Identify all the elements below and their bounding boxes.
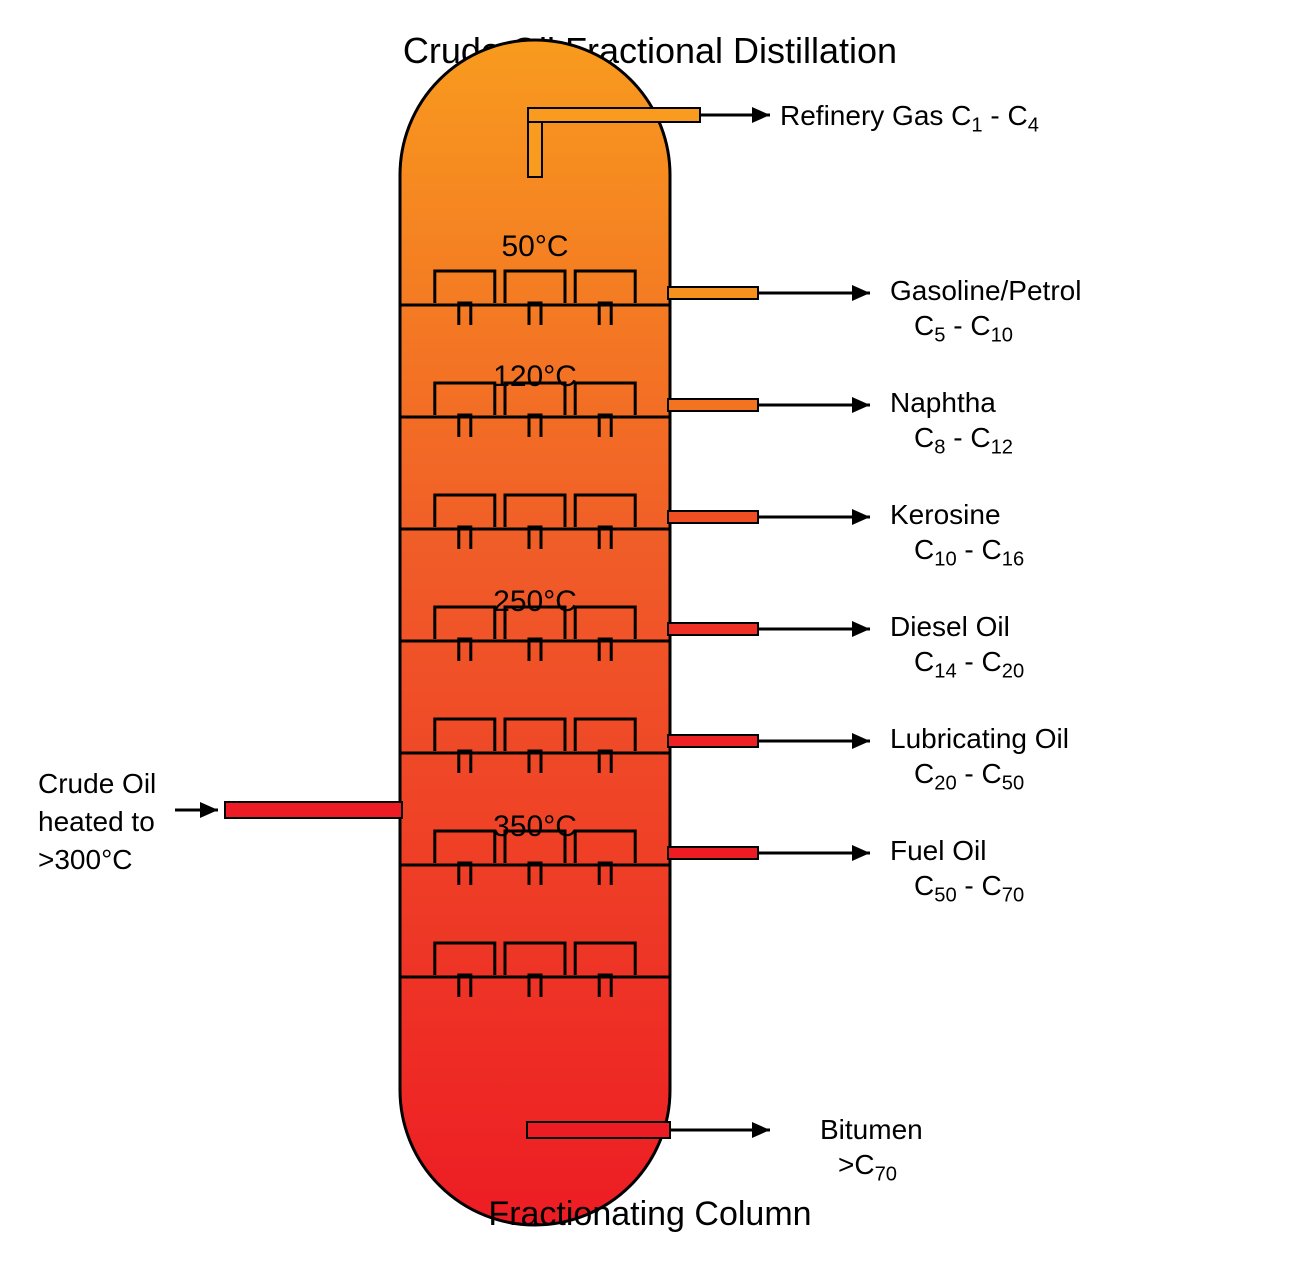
output-pipe: [668, 287, 758, 299]
temp-label: 350°C: [475, 810, 595, 844]
output-naphtha: NaphthaC8 - C12: [890, 385, 1013, 461]
output-kerosine: KerosineC10 - C16: [890, 497, 1024, 573]
column-body: [400, 40, 670, 1225]
diagram-caption: Fractionating Column: [0, 1195, 1300, 1234]
output-pipe: [668, 511, 758, 523]
output-pipe: [668, 847, 758, 859]
input-crude-oil: Crude Oilheated to>300°C: [38, 765, 156, 878]
output-diesel-oil: Diesel OilC14 - C20: [890, 609, 1024, 685]
output-gasoline-petrol: Gasoline/PetrolC5 - C10: [890, 273, 1081, 349]
temp-label: 250°C: [475, 585, 595, 619]
output-bitumen: Bitumen>C70: [820, 1112, 923, 1188]
output-pipe: [668, 623, 758, 635]
output-pipe: [668, 399, 758, 411]
output-fuel-oil: Fuel OilC50 - C70: [890, 833, 1024, 909]
temp-label: 120°C: [475, 360, 595, 394]
distillation-column-svg: [0, 0, 1300, 1274]
output-pipe: [668, 735, 758, 747]
output-refinery-gas: Refinery Gas C1 - C4: [780, 98, 1039, 139]
output-lubricating-oil: Lubricating OilC20 - C50: [890, 721, 1069, 797]
temp-label: 50°C: [475, 230, 595, 264]
